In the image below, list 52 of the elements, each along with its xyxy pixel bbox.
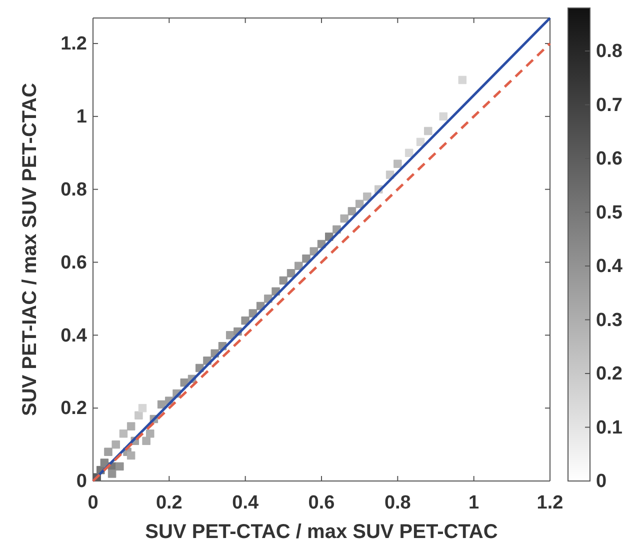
point [119, 429, 128, 438]
x-tick-label: 1.2 [536, 492, 564, 514]
point [458, 76, 467, 84]
point [138, 404, 147, 412]
point [100, 458, 109, 467]
point [355, 200, 364, 208]
point [302, 254, 310, 263]
x-tick-label: 0.2 [156, 492, 182, 514]
color-bar-label: 0.8 [596, 41, 622, 62]
point [394, 160, 402, 168]
color-bar-label: 0 [596, 471, 607, 492]
point [404, 148, 414, 158]
point [126, 422, 136, 430]
y-tick-label: 0 [76, 471, 87, 492]
color-bar-label: 0.4 [596, 256, 623, 278]
point [424, 126, 432, 136]
point [116, 462, 124, 471]
point [134, 411, 143, 420]
point [226, 331, 234, 340]
color-bar-label: 0.7 [596, 94, 622, 116]
point [286, 269, 296, 278]
point [439, 112, 448, 121]
x-tick-label: 1 [468, 492, 480, 514]
x-axis-title: SUV PET-CTAC / max SUV PET-CTAC [145, 521, 498, 543]
point [340, 214, 348, 223]
y-tick-label: 0.2 [60, 398, 87, 420]
point [142, 436, 150, 446]
point [126, 451, 136, 460]
x-tick-label: 0.6 [308, 492, 335, 514]
y-tick-label: 0.6 [60, 252, 87, 274]
y-tick-label: 1.2 [60, 34, 87, 55]
x-tick-label: 0.4 [232, 492, 259, 514]
point [108, 470, 116, 478]
point [157, 400, 166, 409]
y-tick-label: 0.8 [60, 179, 87, 200]
point [241, 316, 250, 325]
y-tick-label: 1 [76, 106, 88, 128]
color-bar-label: 0.6 [596, 148, 622, 170]
point [279, 276, 288, 285]
color-bar-label: 0.2 [596, 364, 622, 385]
y-axis-title: SUV PET-IAC / max SUV PET-CTAC [19, 82, 41, 416]
x-tick-label: 0.8 [384, 492, 411, 514]
point [348, 207, 356, 216]
color-bar-label: 0.5 [596, 202, 623, 224]
color-bar-label: 0.3 [596, 310, 622, 331]
point [363, 192, 372, 201]
point [104, 448, 112, 456]
point [146, 429, 154, 438]
point [294, 262, 303, 270]
y-tick-label: 0.4 [60, 325, 88, 346]
point [112, 440, 120, 449]
color-bar-label: 0.1 [596, 417, 623, 438]
